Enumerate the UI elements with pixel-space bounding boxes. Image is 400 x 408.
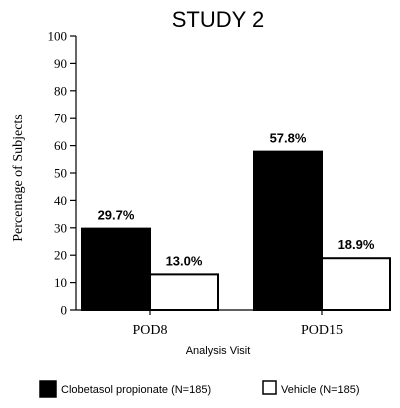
y-tick-label: 60 [54, 138, 67, 153]
y-tick-label: 20 [54, 248, 67, 263]
data-label: 29.7% [98, 208, 135, 223]
bar-clobetasol-pod8 [81, 227, 151, 311]
y-tick-label: 80 [54, 83, 67, 98]
bar-clobetasol-pod15 [253, 150, 323, 311]
category-label: POD8 [132, 323, 167, 338]
category-labels: POD8 POD15 [132, 323, 343, 338]
y-axis-label: Percentage of Subjects [11, 114, 26, 242]
legend-swatch [39, 380, 57, 398]
y-tick-label: 100 [48, 29, 68, 44]
y-tick-label: 40 [54, 193, 67, 208]
legend: Clobetasol propionate (N=185) Vehicle (N=… [39, 380, 360, 398]
category-label: POD15 [301, 323, 343, 338]
data-label: 57.8% [270, 131, 307, 146]
legend-entry: Clobetasol propionate (N=185) [61, 384, 211, 396]
data-label: 13.0% [166, 253, 203, 268]
y-tick-label: 50 [54, 166, 67, 181]
y-tick-label: 90 [54, 56, 67, 71]
y-tick-label: 10 [54, 275, 67, 290]
bar-vehicle-pod8 [149, 273, 219, 312]
y-tick-label: 70 [54, 111, 67, 126]
x-axis-label: Analysis Visit [186, 345, 251, 357]
data-labels: 29.7% 13.0% 57.8% 18.9% [98, 131, 375, 269]
legend-swatch [262, 380, 277, 395]
chart-title: STUDY 2 [172, 7, 265, 32]
bar-vehicle-pod15 [321, 257, 391, 311]
data-label: 18.9% [338, 237, 375, 252]
y-tick-label: 30 [54, 220, 67, 235]
bars [81, 150, 391, 312]
y-tick-label: 0 [61, 303, 68, 318]
y-axis: 0 10 20 30 40 50 60 70 80 90 100 [48, 29, 77, 318]
legend-entry: Vehicle (N=185) [281, 384, 360, 396]
